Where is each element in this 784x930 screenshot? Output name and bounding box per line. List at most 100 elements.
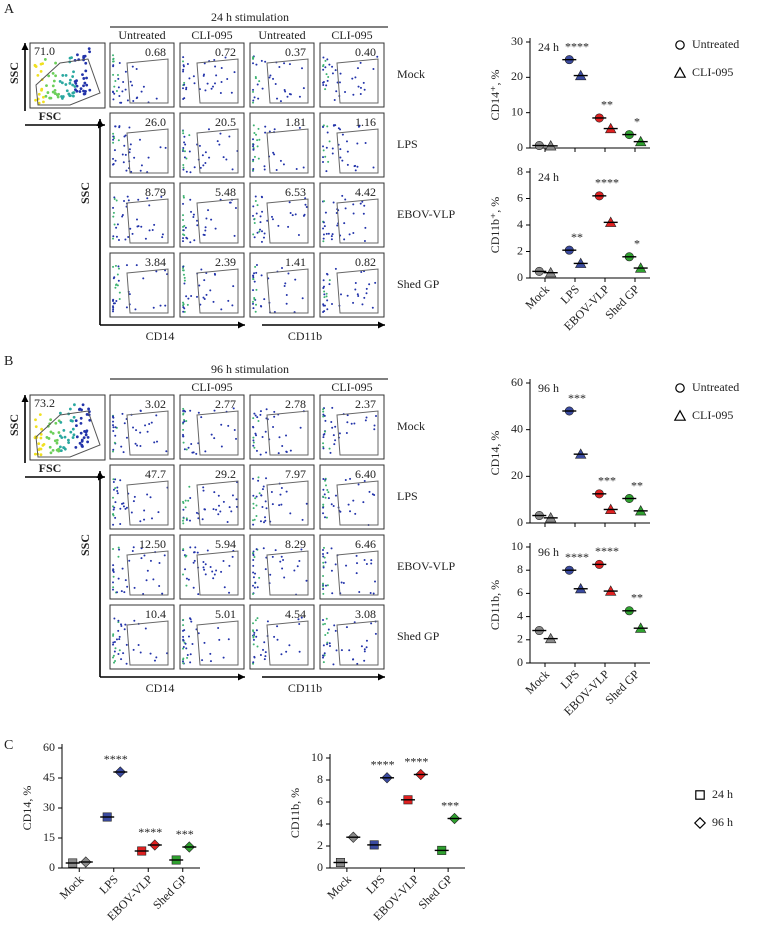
- flow-dot: [278, 436, 281, 439]
- flow-dot: [325, 295, 328, 298]
- gate-dot: [68, 407, 72, 411]
- gate-dot: [51, 448, 55, 452]
- y-tick-label: 0: [517, 140, 523, 154]
- arrow-head: [96, 471, 104, 478]
- flow-dot: [148, 229, 151, 232]
- flow-dot: [120, 590, 123, 593]
- time-label: 96 h: [538, 381, 559, 395]
- column-header: CLI-095: [331, 28, 372, 42]
- flow-dot: [112, 415, 115, 418]
- flow-dot: [224, 56, 227, 59]
- gate-dot: [87, 407, 90, 411]
- flow-dot: [140, 557, 143, 560]
- flow-dot: [294, 278, 297, 281]
- flow-dot: [182, 168, 185, 171]
- flow-dot: [140, 90, 143, 93]
- flow-dot: [112, 641, 115, 644]
- flow-dot: [187, 635, 190, 638]
- flow-dot: [228, 591, 231, 594]
- flow-dot: [209, 652, 212, 655]
- percentage: 29.2: [215, 467, 236, 481]
- flow-dot: [278, 504, 281, 507]
- flow-dot: [252, 571, 255, 574]
- flow-dot: [232, 285, 235, 288]
- flow-dot: [255, 629, 258, 632]
- flow-dot: [301, 518, 304, 521]
- flow-dot: [149, 496, 152, 499]
- flow-dot: [340, 293, 343, 296]
- flow-dot: [113, 223, 116, 226]
- gate-dot: [64, 83, 68, 86]
- flow-dot: [215, 74, 218, 77]
- flow-dot: [120, 101, 123, 104]
- flow-dot: [114, 487, 117, 490]
- flow-dot: [132, 500, 135, 503]
- flow-dot: [252, 477, 255, 480]
- flow-dot: [191, 643, 194, 646]
- x-label: CD11b: [288, 329, 322, 343]
- flow-dot: [325, 516, 328, 519]
- flow-dot: [322, 240, 325, 243]
- flow-dot: [264, 60, 267, 63]
- gate-dot: [58, 80, 62, 83]
- flow-dot: [252, 636, 255, 639]
- flow-dot: [325, 232, 328, 235]
- gate-dot: [39, 436, 43, 440]
- flow-dot: [195, 511, 198, 514]
- flow-dot: [255, 133, 258, 136]
- flow-dot: [204, 151, 207, 154]
- row-label: LPS: [397, 137, 418, 151]
- flow-dot: [322, 584, 325, 587]
- flow-dot: [117, 279, 120, 282]
- flow-dot: [130, 170, 133, 173]
- panel-letter: A: [4, 2, 15, 17]
- legend-label: 24 h: [712, 787, 733, 801]
- flow-dot: [233, 234, 236, 237]
- flow-dot: [188, 77, 191, 80]
- legend-label: Untreated: [692, 380, 739, 394]
- percentage: 5.94: [215, 537, 236, 551]
- flow-dot: [112, 575, 115, 578]
- y-tick-label: 0: [49, 860, 55, 874]
- flow-dot: [114, 426, 117, 429]
- flow-dot: [324, 484, 327, 487]
- flow-dot: [252, 559, 255, 562]
- flow-dot: [182, 56, 185, 59]
- flow-dot: [227, 638, 230, 641]
- flow-dot: [359, 93, 362, 96]
- flow-dot: [137, 198, 140, 201]
- gate-dot: [65, 89, 69, 93]
- flow-dot: [253, 280, 256, 283]
- flow-dot: [298, 650, 301, 653]
- flow-dot: [252, 99, 255, 102]
- significance: ***: [568, 391, 586, 405]
- gate-dot: [81, 73, 84, 77]
- y-axis-label: CD14⁺, %: [488, 69, 502, 120]
- flow-dot: [204, 229, 207, 232]
- gate-dot: [72, 433, 76, 437]
- gate-dot: [54, 61, 57, 65]
- gate-dot: [54, 74, 57, 78]
- gate-dot: [68, 81, 72, 85]
- flow-dot: [131, 84, 134, 87]
- flow-dot: [135, 429, 138, 432]
- gate-dot: [58, 411, 62, 415]
- flow-dot: [213, 437, 216, 440]
- flow-dot: [326, 273, 329, 276]
- flow-dot: [252, 307, 255, 310]
- flow-dot: [322, 661, 325, 664]
- flow-dot: [323, 652, 326, 655]
- flow-dot: [122, 161, 125, 164]
- flow-dot: [287, 272, 290, 275]
- flow-dot: [204, 573, 207, 576]
- flow-dot: [202, 486, 205, 489]
- flow-dot: [322, 160, 325, 163]
- flow-dot: [252, 56, 255, 59]
- flow-dot: [269, 573, 272, 576]
- flow-dot: [363, 650, 366, 653]
- gate-dot: [79, 431, 83, 435]
- flow-dot: [193, 239, 196, 242]
- flow-dot: [183, 282, 186, 285]
- flow-dot: [112, 508, 115, 511]
- flow-dot: [129, 143, 132, 146]
